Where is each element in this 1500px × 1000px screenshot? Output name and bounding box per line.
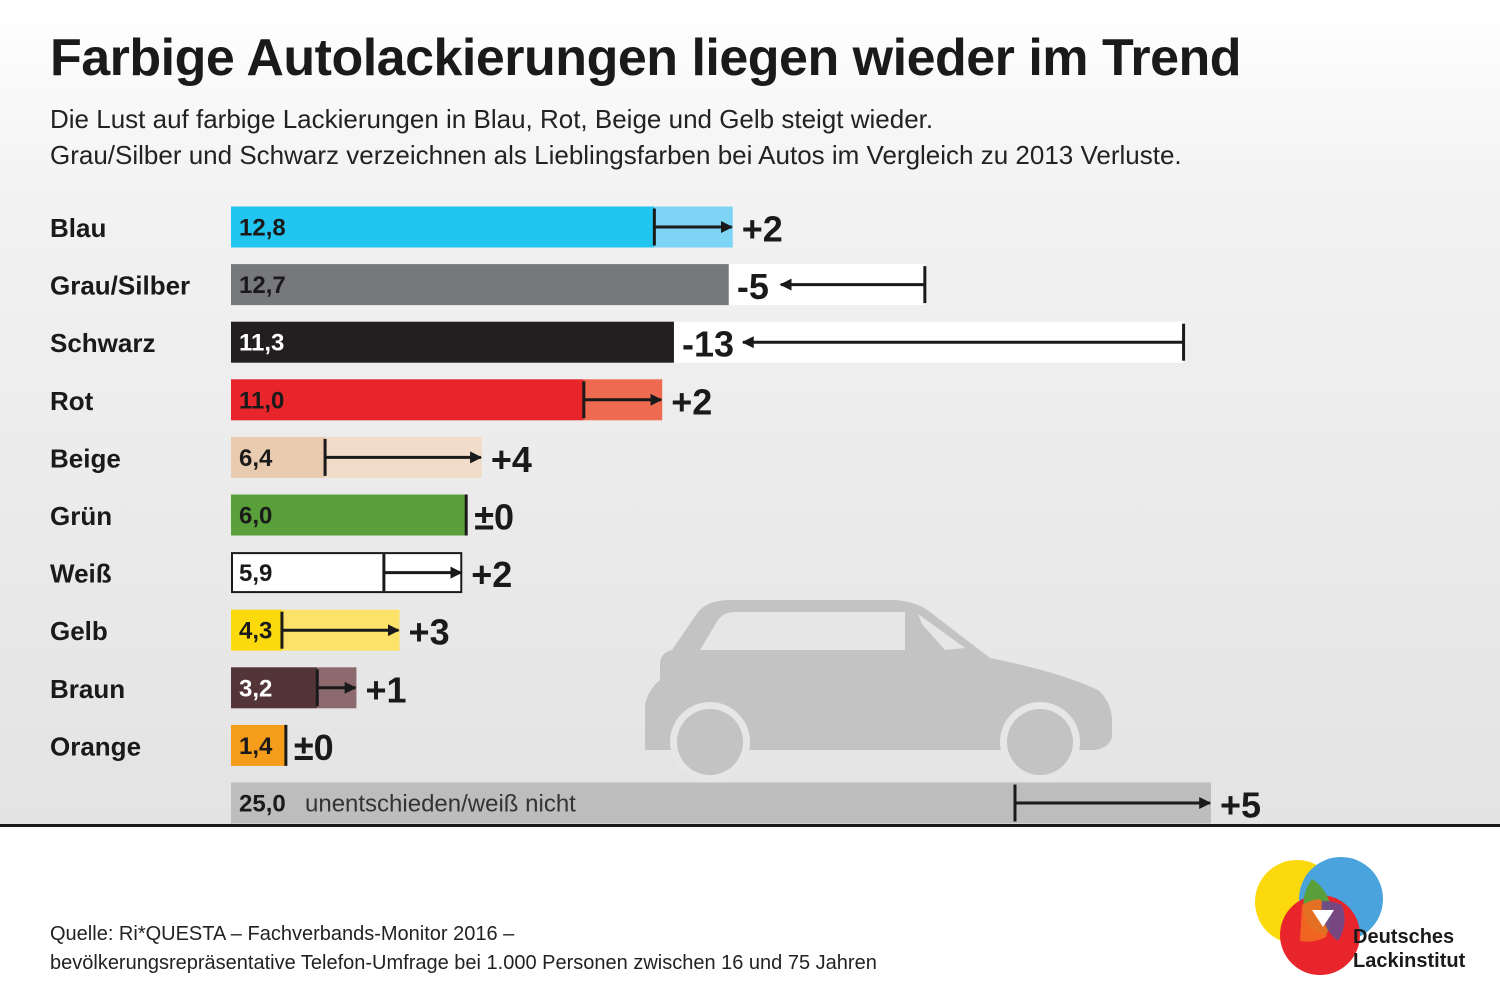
change-label-grau-silber: -5 xyxy=(737,266,769,307)
bar-previous-braun xyxy=(231,667,318,709)
bar-previous-rot xyxy=(231,379,584,421)
bar-row-gelb: Gelb 4,3 +3 xyxy=(50,609,450,653)
source-line-1: Quelle: Ri*QUESTA – Fachverbands-Monitor… xyxy=(50,923,515,945)
bar-row-schwarz: Schwarz 11,3 -13 xyxy=(50,321,1186,365)
category-label-blau: Blau xyxy=(50,213,106,243)
change-label-gelb: +3 xyxy=(409,612,450,653)
bar-orange xyxy=(231,724,286,766)
extra-label-unentschieden: unentschieden/weiß nicht xyxy=(305,791,576,818)
category-label-braun: Braun xyxy=(50,674,125,704)
car-side-window xyxy=(700,612,905,650)
bar-grün xyxy=(231,494,467,536)
category-label-schwarz: Schwarz xyxy=(50,328,156,358)
chart-baseline xyxy=(0,824,1500,827)
subtitle-line-1: Die Lust auf farbige Lackierungen in Bla… xyxy=(50,104,934,134)
category-label-weiß: Weiß xyxy=(50,559,112,589)
bar-row-unentschieden: 25,0 unentschieden/weiß nicht +5 xyxy=(231,782,1261,826)
car-rear-window xyxy=(918,614,965,650)
bar-previous-beige xyxy=(231,436,326,478)
category-label-rot: Rot xyxy=(50,386,94,416)
change-label-weiß: +2 xyxy=(471,554,512,595)
value-label-rot: 11,0 xyxy=(239,387,284,414)
change-label-braun: +1 xyxy=(365,669,406,710)
bar-previous-unentschieden xyxy=(231,782,1015,824)
change-label-blau: +2 xyxy=(742,209,783,250)
car-silhouette xyxy=(645,600,1112,782)
bar-row-grau-silber: Grau/Silber 12,7 -5 xyxy=(50,264,927,307)
change-label-rot: +2 xyxy=(671,381,712,422)
bar-previous-weiß xyxy=(231,552,384,594)
logo-orange-overlap xyxy=(1300,899,1329,942)
bar-chart: Blau 12,8 +2 Grau/Silber 12,7 -5 Schwarz 11,3 -1… xyxy=(50,206,1261,826)
logo-text-line-2: Lackinstitut xyxy=(1353,950,1466,972)
logo-text: Deutsches Lackinstitut xyxy=(1353,925,1465,973)
car-rear-wheel xyxy=(1007,709,1073,775)
value-label-grün: 6,0 xyxy=(239,503,272,530)
bar-row-rot: Rot 11,0 +2 xyxy=(50,379,712,422)
category-label-orange: Orange xyxy=(50,731,141,761)
car-front-wheel xyxy=(677,709,743,775)
source-line-2: bevölkerungsrepräsentative Telefon-Umfra… xyxy=(50,952,877,974)
value-label-orange: 1,4 xyxy=(239,733,273,760)
bar-grau-silber xyxy=(231,264,729,306)
bar-previous-gelb xyxy=(231,609,282,651)
bar-schwarz xyxy=(231,321,674,363)
value-label-grau-silber: 12,7 xyxy=(239,272,286,299)
change-label-beige: +4 xyxy=(491,439,532,480)
category-label-gelb: Gelb xyxy=(50,616,108,646)
chart-rows: Blau 12,8 +2 Grau/Silber 12,7 -5 Schwarz 11,3 -1… xyxy=(50,206,1261,826)
value-label-unentschieden: 25,0 xyxy=(239,791,286,818)
category-label-beige: Beige xyxy=(50,443,121,473)
category-label-grün: Grün xyxy=(50,501,112,531)
value-label-beige: 6,4 xyxy=(239,445,273,472)
category-label-grau-silber: Grau/Silber xyxy=(50,271,190,301)
value-label-weiß: 5,9 xyxy=(239,560,272,587)
value-label-braun: 3,2 xyxy=(239,675,272,702)
bar-row-beige: Beige 6,4 +4 xyxy=(50,436,532,480)
bar-row-braun: Braun 3,2 +1 xyxy=(50,667,406,710)
logo-text-line-1: Deutsches xyxy=(1353,926,1455,948)
value-label-blau: 12,8 xyxy=(239,215,286,242)
bar-previous-blau xyxy=(231,206,655,248)
change-label-unentschieden: +5 xyxy=(1220,785,1261,826)
lackinstitut-logo xyxy=(1255,857,1383,975)
change-label-grün: ±0 xyxy=(474,497,514,538)
page-title: Farbige Autolackierungen liegen wieder i… xyxy=(50,29,1242,87)
change-label-schwarz: -13 xyxy=(682,324,734,365)
source-note: Quelle: Ri*QUESTA – Fachverbands-Monitor… xyxy=(50,920,877,978)
subtitle-line-2: Grau/Silber und Schwarz verzeichnen als … xyxy=(50,140,1182,170)
value-label-gelb: 4,3 xyxy=(239,618,272,645)
change-label-orange: ±0 xyxy=(294,727,334,768)
bar-row-blau: Blau 12,8 +2 xyxy=(50,206,783,250)
value-label-schwarz: 11,3 xyxy=(239,330,284,357)
bar-row-orange: Orange 1,4 ±0 xyxy=(50,724,334,768)
logo-white-center xyxy=(1312,910,1334,927)
bar-row-grün: Grün 6,0 ±0 xyxy=(50,494,514,538)
bar-row-weiß: Weiß 5,9 +2 xyxy=(50,552,512,595)
